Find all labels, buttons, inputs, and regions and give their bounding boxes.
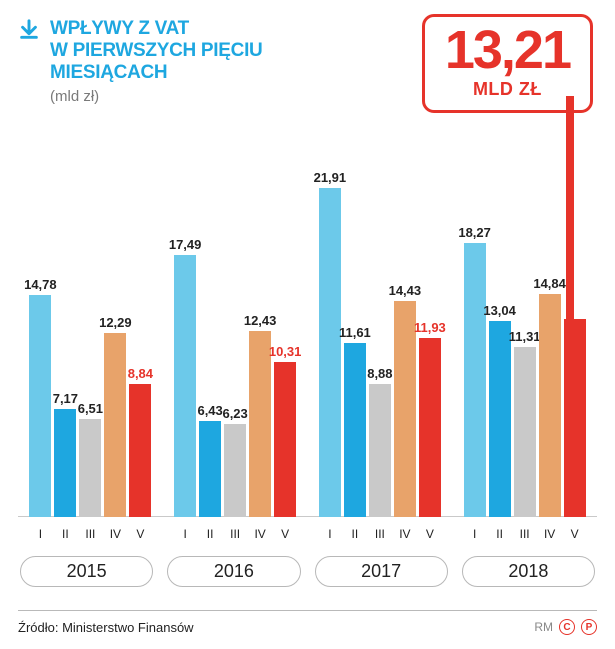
down-arrow-icon <box>18 19 40 41</box>
year-label: 2015 <box>20 556 153 587</box>
bar-value-label: 13,04 <box>483 303 516 318</box>
month-label: IV <box>394 527 416 541</box>
bar-value-label: 12,29 <box>99 315 132 330</box>
month-label: II <box>54 527 76 541</box>
footer: Źródło: Ministerstwo Finansów RM C P <box>18 610 597 635</box>
bar: 11,31 <box>514 347 536 517</box>
bar: 18,27 <box>464 243 486 517</box>
source-text: Źródło: Ministerstwo Finansów <box>18 620 194 635</box>
bar-value-label: 8,84 <box>128 366 153 381</box>
title-line-1: WPŁYWY Z VAT <box>50 18 262 40</box>
month-label: I <box>174 527 196 541</box>
bar <box>564 319 586 517</box>
month-label-group: IIIIIIIVV <box>18 527 163 541</box>
month-label: V <box>419 527 441 541</box>
month-label: I <box>29 527 51 541</box>
bar-group: 21,9111,618,8814,4311,93 <box>308 157 453 517</box>
bar-groups: 14,787,176,5112,298,8417,496,436,2312,43… <box>18 157 597 517</box>
bar: 17,49 <box>174 255 196 517</box>
month-label: II <box>344 527 366 541</box>
bar-value-label: 6,23 <box>222 406 247 421</box>
callout-value: 13,21 <box>445 23 570 77</box>
bar-group: 17,496,436,2312,4310,31 <box>163 157 308 517</box>
callout-unit: MLD ZŁ <box>445 79 570 100</box>
bar-value-label: 10,31 <box>269 344 302 359</box>
chart-title: WPŁYWY Z VAT W PIERWSZYCH PIĘCIU MIESIĄC… <box>50 18 262 84</box>
bar: 12,43 <box>249 331 271 517</box>
bar: 6,23 <box>224 424 246 517</box>
bar: 21,91 <box>319 188 341 517</box>
bar-group: 18,2713,0411,3114,84 <box>452 157 597 517</box>
bar-value-label: 18,27 <box>458 225 491 240</box>
month-label-group: IIIIIIIVV <box>308 527 453 541</box>
title-line-3: MIESIĄCACH <box>50 62 262 84</box>
bar-value-label: 14,43 <box>389 283 422 298</box>
bar-value-label: 14,78 <box>24 277 57 292</box>
bar: 11,61 <box>344 343 366 517</box>
year-labels-row: 2015 2016 2017 2018 <box>18 556 597 587</box>
month-label-group: IIIIIIIVV <box>163 527 308 541</box>
month-label: II <box>489 527 511 541</box>
bar-group: 14,787,176,5112,298,84 <box>18 157 163 517</box>
bar-value-label: 11,93 <box>414 320 446 335</box>
bar: 8,84 <box>129 384 151 517</box>
bar: 6,43 <box>199 421 221 517</box>
bar-value-label: 17,49 <box>169 237 202 252</box>
month-label: V <box>564 527 586 541</box>
title-line-2: W PIERWSZYCH PIĘCIU <box>50 40 262 62</box>
bar-value-label: 6,51 <box>78 401 103 416</box>
month-label: I <box>464 527 486 541</box>
bar: 13,04 <box>489 321 511 517</box>
badge-p-icon: P <box>581 619 597 635</box>
footer-right: RM C P <box>534 619 597 635</box>
month-label: III <box>79 527 101 541</box>
bar-value-label: 8,88 <box>367 366 392 381</box>
month-label: V <box>274 527 296 541</box>
month-label: III <box>224 527 246 541</box>
bar-value-label: 7,17 <box>53 391 78 406</box>
month-label: V <box>129 527 151 541</box>
bar: 8,88 <box>369 384 391 517</box>
chart-subtitle: (mld zł) <box>50 88 99 105</box>
month-label: IV <box>249 527 271 541</box>
year-label: 2017 <box>315 556 448 587</box>
month-label: III <box>514 527 536 541</box>
bar-value-label: 12,43 <box>244 313 277 328</box>
author-initials: RM <box>534 620 553 634</box>
month-label: II <box>199 527 221 541</box>
month-label: IV <box>104 527 126 541</box>
year-label: 2016 <box>167 556 300 587</box>
bar: 14,84 <box>539 294 561 517</box>
bar: 10,31 <box>274 362 296 517</box>
bar-value-label: 21,91 <box>314 170 347 185</box>
bar: 7,17 <box>54 409 76 517</box>
bar: 6,51 <box>79 419 101 517</box>
chart-area: 14,787,176,5112,298,8417,496,436,2312,43… <box>18 110 597 587</box>
month-label: I <box>319 527 341 541</box>
year-label: 2018 <box>462 556 595 587</box>
bar-value-label: 6,43 <box>197 403 222 418</box>
month-labels-row: IIIIIIIVVIIIIIIIVVIIIIIIIVVIIIIIIIVV <box>18 527 597 541</box>
bar: 14,78 <box>29 295 51 517</box>
bar: 12,29 <box>104 333 126 517</box>
bar: 14,43 <box>394 301 416 517</box>
bar-value-label: 11,31 <box>509 329 541 344</box>
bar: 11,93 <box>419 338 441 517</box>
bar-value-label: 14,84 <box>533 276 566 291</box>
month-label: IV <box>539 527 561 541</box>
month-label: III <box>369 527 391 541</box>
month-label-group: IIIIIIIVV <box>452 527 597 541</box>
bar-value-label: 11,61 <box>339 325 371 340</box>
badge-c-icon: C <box>559 619 575 635</box>
